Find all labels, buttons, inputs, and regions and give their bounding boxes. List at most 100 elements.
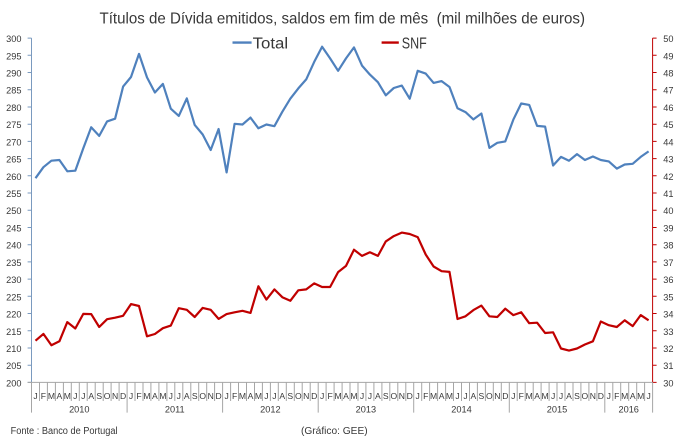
svg-text:A: A bbox=[439, 391, 445, 401]
svg-text:D: D bbox=[598, 391, 604, 401]
svg-text:F: F bbox=[41, 391, 46, 401]
svg-text:285: 285 bbox=[6, 86, 21, 96]
svg-text:280: 280 bbox=[6, 103, 21, 113]
svg-text:215: 215 bbox=[6, 327, 21, 337]
svg-text:(Gráfico: GEE): (Gráfico: GEE) bbox=[301, 426, 368, 437]
svg-text:48: 48 bbox=[663, 69, 673, 79]
svg-text:2012: 2012 bbox=[260, 405, 280, 415]
svg-text:F: F bbox=[327, 391, 332, 401]
svg-text:O: O bbox=[582, 391, 589, 401]
svg-text:J: J bbox=[81, 391, 85, 401]
svg-text:S: S bbox=[383, 391, 389, 401]
svg-text:M: M bbox=[350, 391, 357, 401]
svg-text:30: 30 bbox=[663, 378, 673, 388]
svg-text:44: 44 bbox=[663, 137, 673, 147]
svg-text:37: 37 bbox=[663, 258, 673, 268]
svg-text:42: 42 bbox=[663, 172, 673, 182]
svg-text:J: J bbox=[551, 391, 555, 401]
svg-text:S: S bbox=[287, 391, 293, 401]
svg-text:O: O bbox=[295, 391, 302, 401]
svg-text:M: M bbox=[526, 391, 533, 401]
svg-text:O: O bbox=[390, 391, 397, 401]
svg-text:240: 240 bbox=[6, 241, 21, 251]
svg-text:2016: 2016 bbox=[618, 405, 638, 415]
svg-text:S: S bbox=[574, 391, 580, 401]
svg-text:A: A bbox=[566, 391, 572, 401]
svg-text:S: S bbox=[96, 391, 102, 401]
svg-text:F: F bbox=[614, 391, 619, 401]
svg-text:N: N bbox=[494, 391, 500, 401]
svg-text:34: 34 bbox=[663, 310, 673, 320]
svg-text:Total: Total bbox=[253, 35, 289, 52]
svg-text:35: 35 bbox=[663, 292, 673, 302]
svg-text:J: J bbox=[272, 391, 276, 401]
svg-text:260: 260 bbox=[6, 172, 21, 182]
svg-text:275: 275 bbox=[6, 120, 21, 130]
svg-text:220: 220 bbox=[6, 310, 21, 320]
svg-text:45: 45 bbox=[663, 120, 673, 130]
svg-text:M: M bbox=[637, 391, 644, 401]
svg-text:210: 210 bbox=[6, 344, 21, 354]
svg-text:M: M bbox=[335, 391, 342, 401]
svg-text:230: 230 bbox=[6, 275, 21, 285]
svg-text:J: J bbox=[33, 391, 37, 401]
svg-text:32: 32 bbox=[663, 344, 673, 354]
svg-text:O: O bbox=[104, 391, 111, 401]
svg-text:200: 200 bbox=[6, 378, 21, 388]
svg-text:2014: 2014 bbox=[451, 405, 471, 415]
svg-text:255: 255 bbox=[6, 189, 21, 199]
svg-text:2015: 2015 bbox=[547, 405, 567, 415]
svg-text:J: J bbox=[607, 391, 611, 401]
svg-text:2010: 2010 bbox=[69, 405, 89, 415]
svg-text:M: M bbox=[143, 391, 150, 401]
svg-text:J: J bbox=[264, 391, 268, 401]
svg-text:39: 39 bbox=[663, 224, 673, 234]
svg-text:36: 36 bbox=[663, 275, 673, 285]
svg-text:49: 49 bbox=[663, 51, 673, 61]
svg-text:J: J bbox=[559, 391, 563, 401]
svg-text:M: M bbox=[430, 391, 437, 401]
svg-text:N: N bbox=[303, 391, 309, 401]
svg-text:47: 47 bbox=[663, 86, 673, 96]
svg-text:31: 31 bbox=[663, 361, 673, 371]
svg-text:41: 41 bbox=[663, 189, 673, 199]
svg-text:J: J bbox=[646, 391, 650, 401]
svg-text:J: J bbox=[455, 391, 459, 401]
svg-text:A: A bbox=[375, 391, 381, 401]
svg-text:2011: 2011 bbox=[165, 405, 185, 415]
svg-text:A: A bbox=[184, 391, 190, 401]
svg-text:N: N bbox=[112, 391, 118, 401]
svg-text:A: A bbox=[343, 391, 349, 401]
svg-text:S: S bbox=[192, 391, 198, 401]
svg-text:245: 245 bbox=[6, 224, 21, 234]
svg-text:M: M bbox=[446, 391, 453, 401]
svg-text:40: 40 bbox=[663, 206, 673, 216]
svg-text:F: F bbox=[232, 391, 237, 401]
svg-text:J: J bbox=[368, 391, 372, 401]
svg-text:A: A bbox=[152, 391, 158, 401]
svg-text:A: A bbox=[248, 391, 254, 401]
svg-text:46: 46 bbox=[663, 103, 673, 113]
svg-text:O: O bbox=[199, 391, 206, 401]
svg-text:235: 235 bbox=[6, 258, 21, 268]
svg-text:SNF: SNF bbox=[402, 35, 427, 52]
svg-text:A: A bbox=[57, 391, 63, 401]
svg-text:F: F bbox=[136, 391, 141, 401]
svg-text:M: M bbox=[621, 391, 628, 401]
svg-text:2013: 2013 bbox=[356, 405, 376, 415]
svg-text:M: M bbox=[239, 391, 246, 401]
svg-text:D: D bbox=[215, 391, 221, 401]
svg-text:N: N bbox=[208, 391, 214, 401]
svg-text:A: A bbox=[471, 391, 477, 401]
svg-text:Títulos de Dívida emitidos, sa: Títulos de Dívida emitidos, saldos em fi… bbox=[100, 10, 586, 27]
svg-text:M: M bbox=[48, 391, 55, 401]
svg-text:J: J bbox=[73, 391, 77, 401]
svg-text:50: 50 bbox=[663, 34, 673, 44]
svg-text:D: D bbox=[311, 391, 317, 401]
svg-text:A: A bbox=[534, 391, 540, 401]
svg-text:F: F bbox=[519, 391, 524, 401]
svg-text:M: M bbox=[64, 391, 71, 401]
svg-text:38: 38 bbox=[663, 241, 673, 251]
svg-text:D: D bbox=[120, 391, 126, 401]
svg-text:A: A bbox=[279, 391, 285, 401]
